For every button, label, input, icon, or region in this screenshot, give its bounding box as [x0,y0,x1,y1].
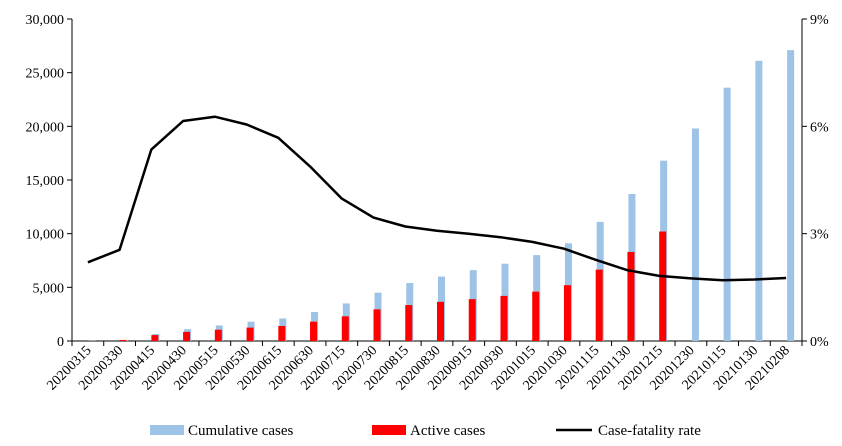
y-left-tick-label: 10,000 [26,228,65,243]
y-left-ticks: 0 5,000 10,000 15,000 20,000 25,000 30,000 [26,13,72,350]
y-right-ticks: 0% 3% 6% 9% [802,13,829,350]
bar-active-20200330 [119,339,127,341]
bar-active-20200515 [214,329,222,341]
bar-active-20201130 [627,251,635,341]
case-fatality-rate-line [87,115,787,282]
bar-active-20201030 [563,285,571,341]
bar-active-20201115 [595,269,603,341]
legend-swatch-active-cases [372,425,406,435]
bar-active-20200915 [468,299,476,341]
legend-swatch-cumulative-cases [150,425,184,435]
bar-active-20200830 [437,301,444,341]
legend-label-active-cases: Active cases [410,423,486,439]
y-right-tick-label: 9% [810,13,829,28]
bar-cumulative-20210130 [755,60,763,342]
y-right-tick-label: 6% [810,120,829,135]
y-right-tick-label: 0% [810,335,829,350]
legend: Cumulative cases Active cases Case-fatal… [150,423,701,439]
active-cases-bars [87,231,667,341]
bar-active-20201015 [532,291,540,341]
legend-label-case-fatality-rate: Case-fatality rate [598,423,701,439]
bar-active-20200415 [151,335,159,341]
y-left-tick-label: 20,000 [26,120,65,135]
y-left-tick-label: 0 [57,335,64,350]
y-left-tick-label: 15,000 [26,174,65,189]
bar-active-20200530 [246,327,254,341]
bar-cumulative-20210115 [723,87,731,342]
bar-active-20200930 [500,295,508,341]
legend-label-cumulative-cases: Cumulative cases [188,423,294,439]
bar-active-20200730 [373,309,381,341]
y-left-tick-label: 30,000 [26,13,65,28]
bar-cumulative-20201230 [691,128,699,341]
cumulative-cases-bars [88,50,795,342]
bar-active-20200430 [183,331,191,341]
bar-active-20200715 [341,316,349,341]
plot-area: 0 5,000 10,000 15,000 20,000 25,000 30,000 0% 3… [26,13,830,393]
y-left-tick-label: 25,000 [26,67,65,82]
bar-active-20200815 [405,305,413,341]
bar-active-20200630 [310,321,318,341]
bar-active-20200615 [278,325,286,341]
x-ticks: 2020031520200330202004152020043020200515… [44,341,803,393]
bar-cumulative-20210208 [787,50,795,341]
y-left-tick-label: 5,000 [33,281,65,296]
y-right-tick-label: 3% [810,228,829,243]
bar-active-20201215 [659,231,667,341]
